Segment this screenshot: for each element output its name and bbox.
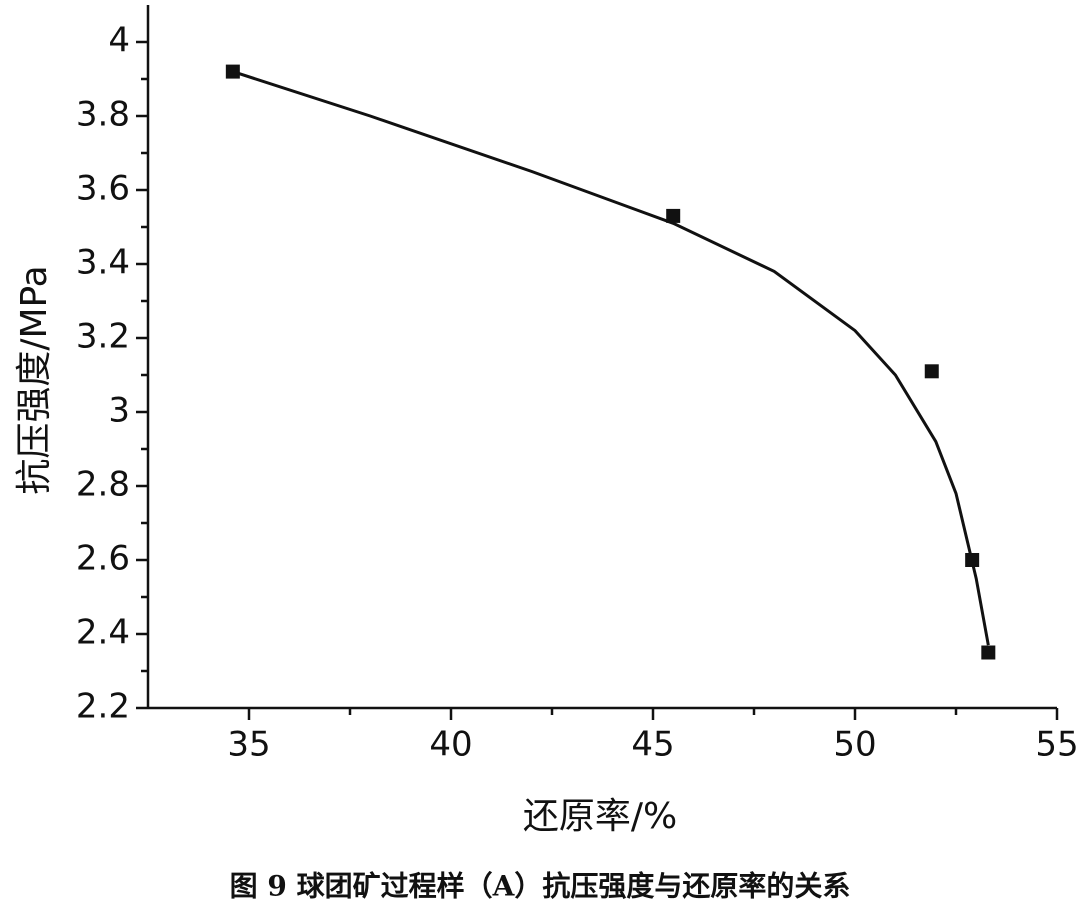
- caption: 图 9 球团矿过程样（A）抗压强度与还原率的关系: [230, 870, 851, 903]
- y-tick-label: 2.8: [76, 465, 130, 505]
- x-tick-label: 35: [227, 725, 270, 765]
- data-point: [965, 553, 980, 567]
- y-axis-label: 抗压强度/MPa: [14, 265, 55, 494]
- x-tick-label: 55: [1035, 725, 1078, 765]
- data-point: [924, 364, 939, 379]
- y-tick-label: 3.2: [76, 317, 130, 357]
- y-tick-label: 3.4: [76, 243, 130, 283]
- y-tick-label: 3.8: [76, 95, 130, 135]
- y-tick-label: 2.2: [76, 687, 130, 727]
- x-axis-label: 还原率/%: [523, 796, 677, 837]
- fit-curve: [232, 70, 990, 646]
- data-point: [666, 208, 681, 223]
- data-point: [981, 645, 996, 660]
- y-tick-label: 4: [108, 21, 130, 61]
- y-tick-label: 3.6: [76, 169, 130, 209]
- x-tick-label: 45: [631, 725, 674, 765]
- x-tick-label: 50: [833, 725, 876, 765]
- y-tick-label: 2.6: [76, 539, 130, 579]
- y-tick-label: 3: [108, 391, 130, 431]
- data-point: [225, 64, 240, 79]
- y-tick-label: 2.4: [76, 613, 130, 653]
- x-tick-label: 40: [429, 725, 472, 765]
